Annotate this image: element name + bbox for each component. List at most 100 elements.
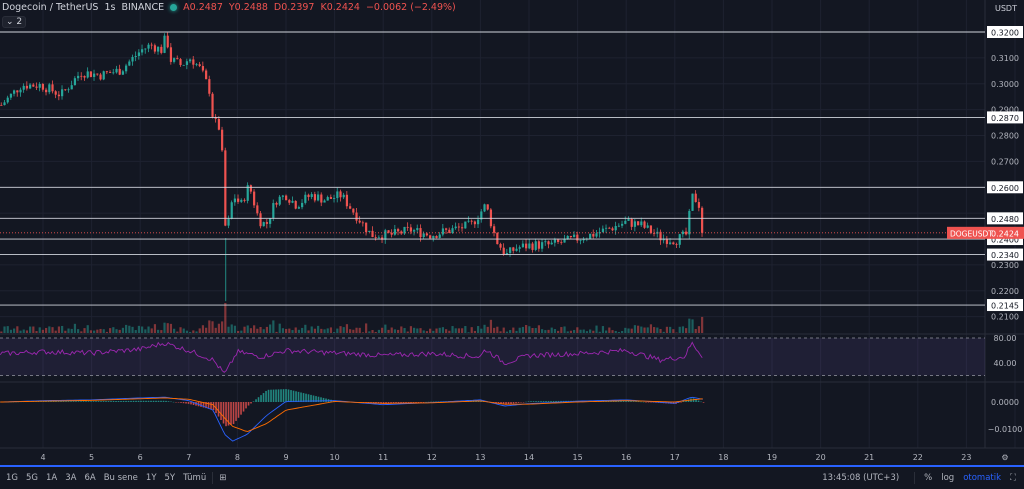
- candle-down: [487, 204, 489, 209]
- candle-down: [592, 234, 594, 237]
- candle-up: [416, 228, 418, 230]
- macd-histogram-bar: [78, 401, 80, 402]
- macd-histogram-bar: [70, 401, 72, 402]
- volume-bar: [496, 327, 498, 333]
- candle-down: [458, 227, 460, 228]
- volume-bar: [483, 325, 485, 333]
- volume-bar: [240, 331, 242, 333]
- macd-histogram-bar: [85, 401, 87, 402]
- macd-histogram-bar: [165, 401, 167, 402]
- candle-down: [397, 229, 399, 231]
- candle-down: [266, 222, 268, 224]
- volume-bar: [647, 327, 649, 333]
- collapse-indicators-button[interactable]: ⌄ 2: [2, 16, 26, 28]
- auto-scale-toggle[interactable]: otomatik: [963, 473, 1001, 483]
- macd-histogram-bar: [513, 402, 515, 404]
- symbol-title[interactable]: Dogecoin / TetherUS: [2, 2, 98, 13]
- macd-histogram-bar: [698, 401, 700, 402]
- candle-down: [45, 90, 47, 92]
- volume-bar: [592, 331, 594, 333]
- macd-histogram-bar: [250, 402, 252, 403]
- volume-bar: [55, 331, 57, 333]
- date-range-icon[interactable]: ⊞: [219, 473, 226, 483]
- range-button-3[interactable]: 3A: [65, 473, 76, 483]
- interval-label[interactable]: 1s: [104, 2, 115, 13]
- volume-bar: [467, 332, 469, 333]
- candle-up: [263, 222, 265, 226]
- change-value: −0.0062 (−2.49%): [366, 2, 456, 13]
- candle-up: [74, 78, 76, 85]
- chart-canvas[interactable]: 0.31000.30000.29000.28000.27000.23000.22…: [0, 0, 1024, 465]
- candle-down: [330, 197, 332, 199]
- candle-down: [538, 241, 540, 248]
- time-tick-label: 8: [235, 453, 240, 462]
- volume-bar: [160, 330, 162, 333]
- range-button-7[interactable]: 5Y: [165, 473, 176, 483]
- candle-down: [192, 59, 194, 64]
- candle-down: [35, 87, 37, 88]
- candle-down: [42, 84, 44, 90]
- volume-bar: [234, 326, 236, 333]
- low-value: D0.2397: [274, 2, 315, 13]
- high-value: Y0.2488: [229, 2, 268, 13]
- macd-histogram-bar: [550, 401, 552, 402]
- candle-up: [291, 201, 293, 203]
- macd-histogram-bar: [238, 402, 240, 418]
- macd-histogram-bar: [300, 392, 302, 402]
- percent-toggle[interactable]: %: [924, 473, 932, 483]
- volume-bar: [461, 328, 463, 333]
- volume-bar: [192, 330, 194, 333]
- volume-bar: [525, 325, 527, 333]
- candle-up: [624, 221, 626, 224]
- candle-up: [141, 49, 143, 52]
- candle-down: [531, 244, 533, 250]
- macd-histogram-bar: [103, 401, 105, 402]
- candle-down: [237, 199, 239, 202]
- macd-histogram-bar: [285, 389, 287, 402]
- time-tick-label: 13: [475, 453, 485, 462]
- macd-histogram-bar: [703, 402, 705, 403]
- time-tick-label: 6: [138, 453, 143, 462]
- candle-up: [605, 228, 607, 229]
- range-button-6[interactable]: 1Y: [146, 473, 157, 483]
- macd-histogram-bar: [143, 401, 145, 402]
- volume-bar: [611, 330, 613, 333]
- volume-bar: [183, 329, 185, 333]
- range-button-0[interactable]: 1G: [6, 473, 18, 483]
- volume-bar: [503, 328, 505, 333]
- log-toggle[interactable]: log: [941, 473, 954, 483]
- range-button-8[interactable]: Tümü: [183, 473, 206, 483]
- volume-bar: [288, 329, 290, 333]
- open-value: A0.2487: [183, 2, 223, 13]
- volume-bar: [656, 328, 658, 333]
- candle-down: [461, 227, 463, 228]
- time-tick-label: 23: [961, 453, 971, 462]
- candle-up: [183, 65, 185, 66]
- macd-histogram-bar: [170, 402, 172, 403]
- volume-bar: [339, 326, 341, 333]
- volume-bar: [352, 330, 354, 333]
- settings-gear-icon[interactable]: ⚙: [1001, 453, 1008, 462]
- macd-histogram-bar: [125, 401, 127, 402]
- candle-down: [253, 192, 255, 206]
- volume-bar: [560, 327, 562, 333]
- clock[interactable]: 13:45:08 (UTC+3): [822, 473, 899, 483]
- candle-down: [435, 236, 437, 238]
- range-button-2[interactable]: 1A: [46, 473, 57, 483]
- time-tick-label: 19: [767, 453, 777, 462]
- range-button-1[interactable]: 5G: [26, 473, 38, 483]
- volume-bar: [208, 320, 210, 333]
- macd-histogram-bar: [283, 389, 285, 402]
- fullscreen-icon[interactable]: ⛶: [1010, 473, 1016, 483]
- macd-histogram-bar: [415, 402, 417, 403]
- macd-histogram-bar: [113, 401, 115, 402]
- range-button-4[interactable]: 6A: [84, 473, 95, 483]
- volume-bar: [682, 326, 684, 333]
- range-button-5[interactable]: Bu sene: [104, 473, 138, 483]
- macd-histogram-bar: [210, 402, 212, 409]
- candle-down: [109, 72, 111, 73]
- macd-histogram-bar: [538, 401, 540, 402]
- candle-down: [256, 205, 258, 213]
- macd-tick-label: 0.0000: [991, 398, 1019, 407]
- candle-down: [557, 240, 559, 242]
